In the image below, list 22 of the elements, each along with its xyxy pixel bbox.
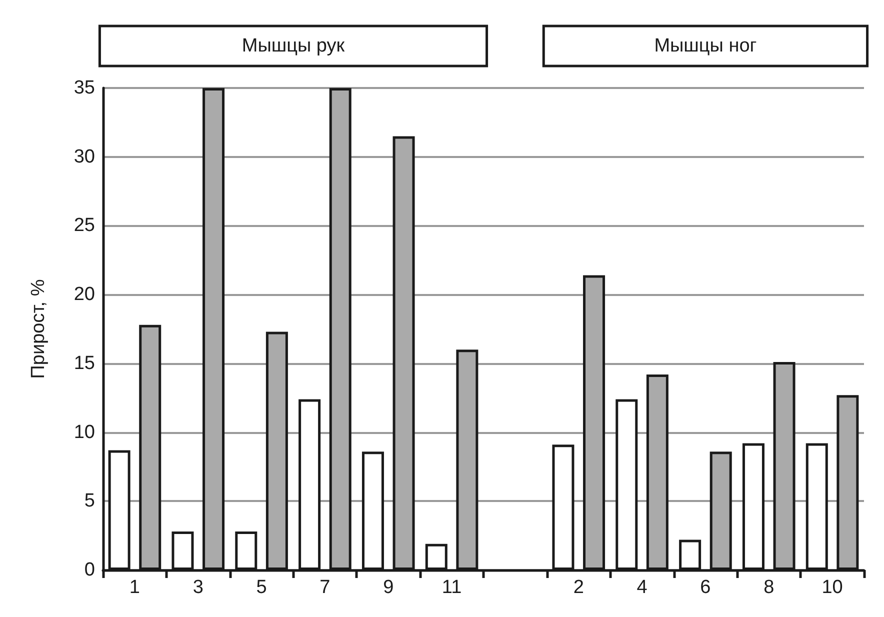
x-tick-label: 11 <box>442 577 462 598</box>
x-tick-label: 8 <box>764 577 774 598</box>
y-tick-label: 30 <box>74 146 95 168</box>
y-tick-label: 0 <box>84 560 95 580</box>
text: Мышцы рук <box>242 36 346 56</box>
y-axis-title: Прирост, % <box>28 279 49 379</box>
x-tick-label: 3 <box>192 577 204 598</box>
x-tick-label: 10 <box>822 577 843 598</box>
x-tick-label: 7 <box>320 577 330 598</box>
y-tick-label: 20 <box>74 284 95 306</box>
y-tick-label: 35 <box>74 78 95 98</box>
y-tick-label: 5 <box>84 490 95 512</box>
x-tick-label: 9 <box>383 577 394 598</box>
y-tick-label: 10 <box>74 422 95 443</box>
x-tick-label: 5 <box>256 577 267 598</box>
text: Мышцы ног <box>654 36 757 56</box>
y-tick-label: 15 <box>74 352 95 374</box>
x-tick-label: 1 <box>129 577 140 598</box>
x-tick-label: 2 <box>573 577 584 598</box>
x-tick-label: 6 <box>700 577 711 598</box>
y-tick-label: 25 <box>74 215 95 236</box>
x-tick-label: 4 <box>636 577 648 598</box>
